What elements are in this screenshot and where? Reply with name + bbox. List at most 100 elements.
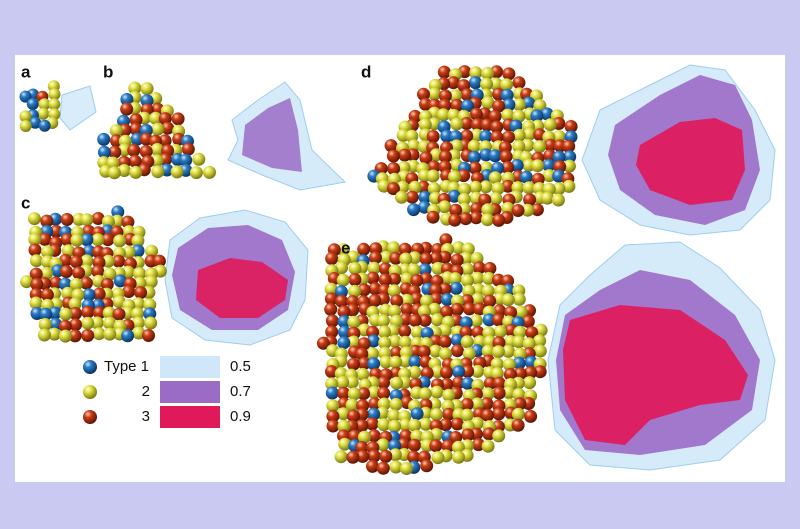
atom [461, 274, 474, 288]
atom [37, 328, 51, 342]
atom [491, 182, 505, 195]
atom [134, 286, 148, 300]
panel-label: c [21, 193, 30, 212]
atom [69, 307, 82, 320]
atom [448, 89, 462, 103]
atom [440, 293, 454, 306]
atom [367, 385, 381, 399]
atom [439, 418, 453, 432]
legend-atom [83, 385, 97, 399]
atom [481, 96, 495, 110]
atom [462, 302, 476, 316]
atom [492, 313, 505, 327]
atom [519, 170, 533, 184]
atom [562, 159, 576, 173]
atom [479, 130, 493, 143]
atom [438, 150, 452, 164]
atom [472, 438, 485, 452]
atom [376, 461, 390, 475]
atom [398, 324, 412, 338]
atom [128, 154, 142, 168]
legend: Type 1 2 3 0.5 0.7 0.9 [83, 356, 251, 428]
atom [337, 386, 351, 400]
atom [151, 122, 165, 136]
atom [533, 344, 547, 358]
atom [140, 82, 154, 96]
atom [542, 158, 556, 172]
atom [511, 418, 525, 432]
atom [461, 376, 475, 390]
atom [357, 387, 371, 401]
atom [377, 418, 391, 432]
atom [482, 271, 496, 285]
atom [564, 120, 578, 133]
atom [29, 254, 43, 268]
atom [426, 130, 440, 143]
atom [442, 407, 456, 421]
atom [49, 224, 63, 238]
atom [449, 203, 463, 217]
atom [357, 430, 371, 444]
atom [30, 277, 44, 291]
atom [450, 117, 464, 131]
panel-label: a [21, 62, 31, 81]
atom [481, 284, 495, 298]
atom [419, 252, 433, 266]
atom [461, 428, 475, 442]
atom [386, 182, 400, 196]
atom [324, 292, 338, 306]
atom [150, 143, 164, 156]
atom [438, 200, 452, 214]
atom [462, 347, 476, 361]
legend-label: 0.7 [230, 383, 251, 400]
atom [492, 376, 506, 390]
atom [345, 375, 359, 389]
atom [112, 307, 126, 321]
atom [118, 143, 131, 157]
atom [460, 398, 474, 411]
atom [389, 397, 403, 411]
atom [357, 242, 371, 256]
atom [325, 314, 339, 328]
atom [334, 450, 348, 464]
atom [429, 251, 443, 265]
atom [39, 307, 53, 321]
atom [130, 132, 144, 146]
atom [523, 193, 537, 207]
atom [488, 171, 502, 185]
atom [544, 138, 557, 152]
atom [450, 253, 464, 267]
atom [389, 251, 403, 265]
atom [325, 325, 339, 339]
atom [448, 170, 462, 184]
atom [348, 262, 362, 275]
atom [418, 387, 432, 401]
atom [418, 313, 432, 327]
atom [100, 277, 114, 291]
atom [439, 233, 453, 247]
atom [152, 254, 166, 268]
atom [407, 450, 421, 464]
atom [139, 145, 153, 158]
atom [400, 272, 414, 286]
atom [346, 450, 360, 464]
atom [336, 273, 350, 287]
atom [348, 284, 362, 298]
atom [117, 164, 131, 177]
atom [469, 314, 483, 328]
atom [429, 439, 443, 453]
atom [59, 307, 73, 321]
atom [69, 318, 83, 332]
atom [438, 89, 452, 103]
atom [97, 132, 111, 146]
atom [161, 121, 175, 135]
atom [449, 281, 463, 295]
atom [562, 179, 576, 193]
atom [91, 212, 105, 225]
atom [408, 180, 422, 194]
atom [427, 87, 441, 101]
atom [489, 77, 503, 91]
atom [408, 365, 422, 379]
atom [502, 358, 516, 371]
atom [492, 429, 506, 443]
